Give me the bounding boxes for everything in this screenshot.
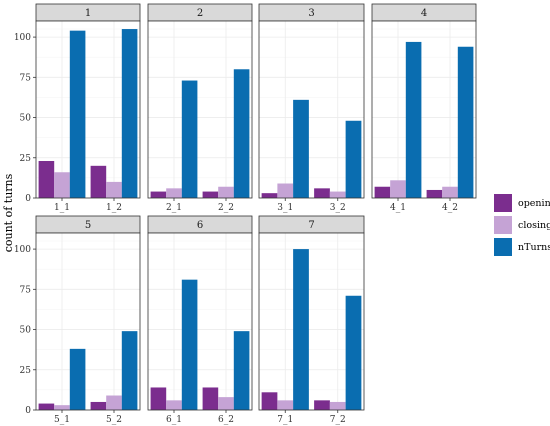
facet-panel-7: 7 7_1 7_2	[258, 215, 365, 425]
legend: opening closing nTurns	[494, 194, 550, 256]
bar-closing-3_1	[277, 183, 294, 198]
bar-closing-7_2	[329, 401, 346, 410]
y-tick-label: 50	[20, 114, 32, 124]
bar-nTurns-6_1	[181, 279, 198, 410]
bar-opening-5_2	[90, 401, 107, 410]
y-tick-label: 75	[20, 285, 32, 295]
bar-nTurns-4_1	[405, 41, 422, 198]
panel-border	[258, 20, 365, 199]
bar-nTurns-1_2	[121, 29, 138, 198]
bar-closing-6_2	[218, 397, 234, 410]
bar-nTurns-5_1	[69, 348, 86, 410]
bar-closing-2_1	[166, 188, 182, 198]
panel-border	[371, 20, 477, 199]
bar-closing-7_1	[277, 400, 294, 410]
bar-opening-6_1	[150, 387, 167, 410]
facet-strip-label: 5	[85, 220, 91, 231]
facet-strip-label: 4	[421, 8, 427, 19]
bar-opening-2_1	[150, 191, 167, 198]
x-tick-label: 4_2	[442, 203, 458, 213]
bar-nTurns-2_2	[233, 69, 250, 198]
legend-swatch-nTurns	[494, 238, 512, 256]
legend-swatch-opening	[494, 194, 512, 212]
bar-closing-4_2	[442, 186, 458, 198]
bar-opening-4_1	[374, 186, 391, 198]
bar-opening-4_2	[426, 189, 443, 198]
x-tick-label: 5_2	[106, 415, 122, 425]
bar-closing-5_2	[106, 395, 122, 410]
x-tick-label: 2_2	[218, 203, 234, 213]
bar-opening-6_2	[202, 387, 219, 410]
bar-nTurns-5_2	[121, 331, 138, 410]
bar-nTurns-1_1	[69, 30, 86, 199]
x-tick-label: 2_1	[166, 203, 182, 213]
x-tick-label: 1_1	[54, 203, 70, 213]
y-tick-label: 25	[20, 154, 32, 164]
y-axis-label: count of turns	[2, 173, 15, 252]
x-tick-label: 7_2	[330, 415, 346, 425]
bar-nTurns-4_2	[457, 46, 474, 198]
facet-panel-1: 1 1_1 1_2 0 25 50 75 100	[14, 3, 141, 213]
y-tick-label: 0	[25, 406, 31, 416]
x-tick-label: 3_2	[330, 203, 346, 213]
y-tick-label: 100	[14, 33, 31, 43]
bar-closing-6_1	[166, 400, 182, 410]
y-tick-label: 0	[25, 194, 31, 204]
panel-border	[147, 20, 253, 199]
bar-closing-4_1	[390, 180, 406, 198]
facet-panel-3: 3 3_1 3_2	[258, 3, 365, 213]
bar-nTurns-7_1	[293, 249, 309, 410]
y-tick-label: 100	[14, 245, 31, 255]
legend-label-opening: opening	[518, 198, 550, 209]
y-tick-label: 75	[20, 73, 32, 83]
x-tick-label: 6_2	[218, 415, 234, 425]
x-tick-label: 1_2	[106, 203, 122, 213]
bar-nTurns-7_2	[345, 295, 362, 410]
bar-closing-5_1	[54, 405, 70, 410]
bar-opening-5_1	[38, 403, 55, 410]
facet-strip-label: 6	[197, 220, 203, 231]
bar-opening-2_2	[202, 191, 219, 198]
legend-swatch-closing	[494, 216, 512, 234]
facet-strip-label: 3	[308, 8, 314, 19]
facet-panel-4: 4 4_1 4_2	[371, 3, 477, 213]
bar-opening-1_1	[38, 160, 55, 198]
y-tick-label: 25	[20, 366, 32, 376]
bar-nTurns-3_2	[345, 120, 362, 198]
x-tick-label: 4_1	[390, 203, 406, 213]
bar-closing-1_2	[106, 181, 122, 198]
legend-label-nTurns: nTurns	[518, 242, 550, 253]
bar-nTurns-2_1	[181, 80, 198, 198]
y-tick-label: 50	[20, 326, 32, 336]
panel-border	[35, 232, 141, 411]
facet-strip-label: 2	[197, 8, 203, 19]
facet-strip-label: 7	[308, 220, 314, 231]
facet-strip-label: 1	[85, 8, 91, 19]
bar-closing-3_2	[329, 191, 346, 198]
x-tick-label: 6_1	[166, 415, 182, 425]
facet-panel-6: 6 6_1 6_2	[147, 215, 253, 425]
bar-closing-2_2	[218, 186, 234, 198]
bar-opening-3_1	[261, 193, 278, 198]
panel-border	[258, 232, 365, 411]
facet-panel-5: 5 5_1 5_2 0 25 50 75 100	[14, 215, 141, 425]
facet-panel-2: 2 2_1 2_2	[147, 3, 253, 213]
bar-opening-1_2	[90, 165, 107, 198]
panel-border	[147, 232, 253, 411]
x-tick-label: 3_1	[277, 203, 293, 213]
bar-nTurns-6_2	[233, 331, 250, 410]
panel-border	[35, 20, 141, 199]
x-tick-label: 7_1	[277, 415, 293, 425]
bar-nTurns-3_1	[293, 99, 309, 198]
legend-label-closing: closing	[518, 220, 550, 231]
bar-closing-1_1	[54, 172, 70, 198]
bar-opening-7_2	[314, 400, 330, 410]
x-tick-label: 5_1	[54, 415, 70, 425]
bar-opening-3_2	[314, 188, 330, 198]
bar-opening-7_1	[261, 392, 278, 410]
